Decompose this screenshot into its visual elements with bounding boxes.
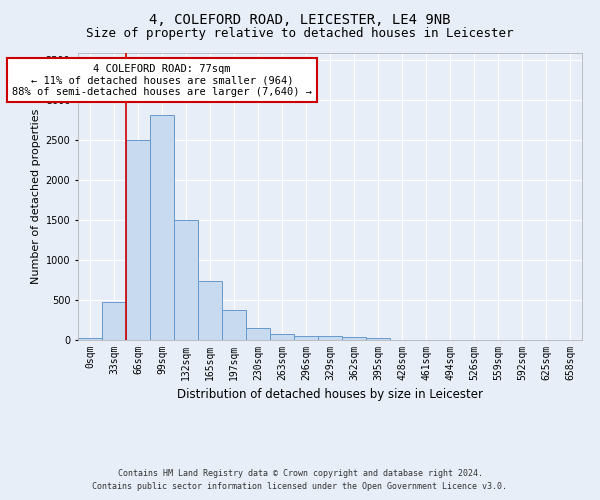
Text: 4, COLEFORD ROAD, LEICESTER, LE4 9NB: 4, COLEFORD ROAD, LEICESTER, LE4 9NB xyxy=(149,12,451,26)
Bar xyxy=(246,328,270,340)
Bar xyxy=(342,337,366,340)
Bar xyxy=(102,302,126,340)
Y-axis label: Number of detached properties: Number of detached properties xyxy=(31,108,41,284)
Text: 4 COLEFORD ROAD: 77sqm
← 11% of detached houses are smaller (964)
88% of semi-de: 4 COLEFORD ROAD: 77sqm ← 11% of detached… xyxy=(12,64,312,97)
Bar xyxy=(150,115,174,340)
X-axis label: Distribution of detached houses by size in Leicester: Distribution of detached houses by size … xyxy=(177,388,483,402)
Bar xyxy=(174,220,198,340)
Bar xyxy=(78,338,102,340)
Bar xyxy=(366,338,390,340)
Text: Contains HM Land Registry data © Crown copyright and database right 2024.: Contains HM Land Registry data © Crown c… xyxy=(118,468,482,477)
Text: Size of property relative to detached houses in Leicester: Size of property relative to detached ho… xyxy=(86,28,514,40)
Bar xyxy=(294,336,318,340)
Bar xyxy=(318,336,342,340)
Bar xyxy=(222,310,246,340)
Bar xyxy=(126,140,150,340)
Bar xyxy=(198,281,222,340)
Text: Contains public sector information licensed under the Open Government Licence v3: Contains public sector information licen… xyxy=(92,482,508,491)
Bar xyxy=(270,334,294,340)
